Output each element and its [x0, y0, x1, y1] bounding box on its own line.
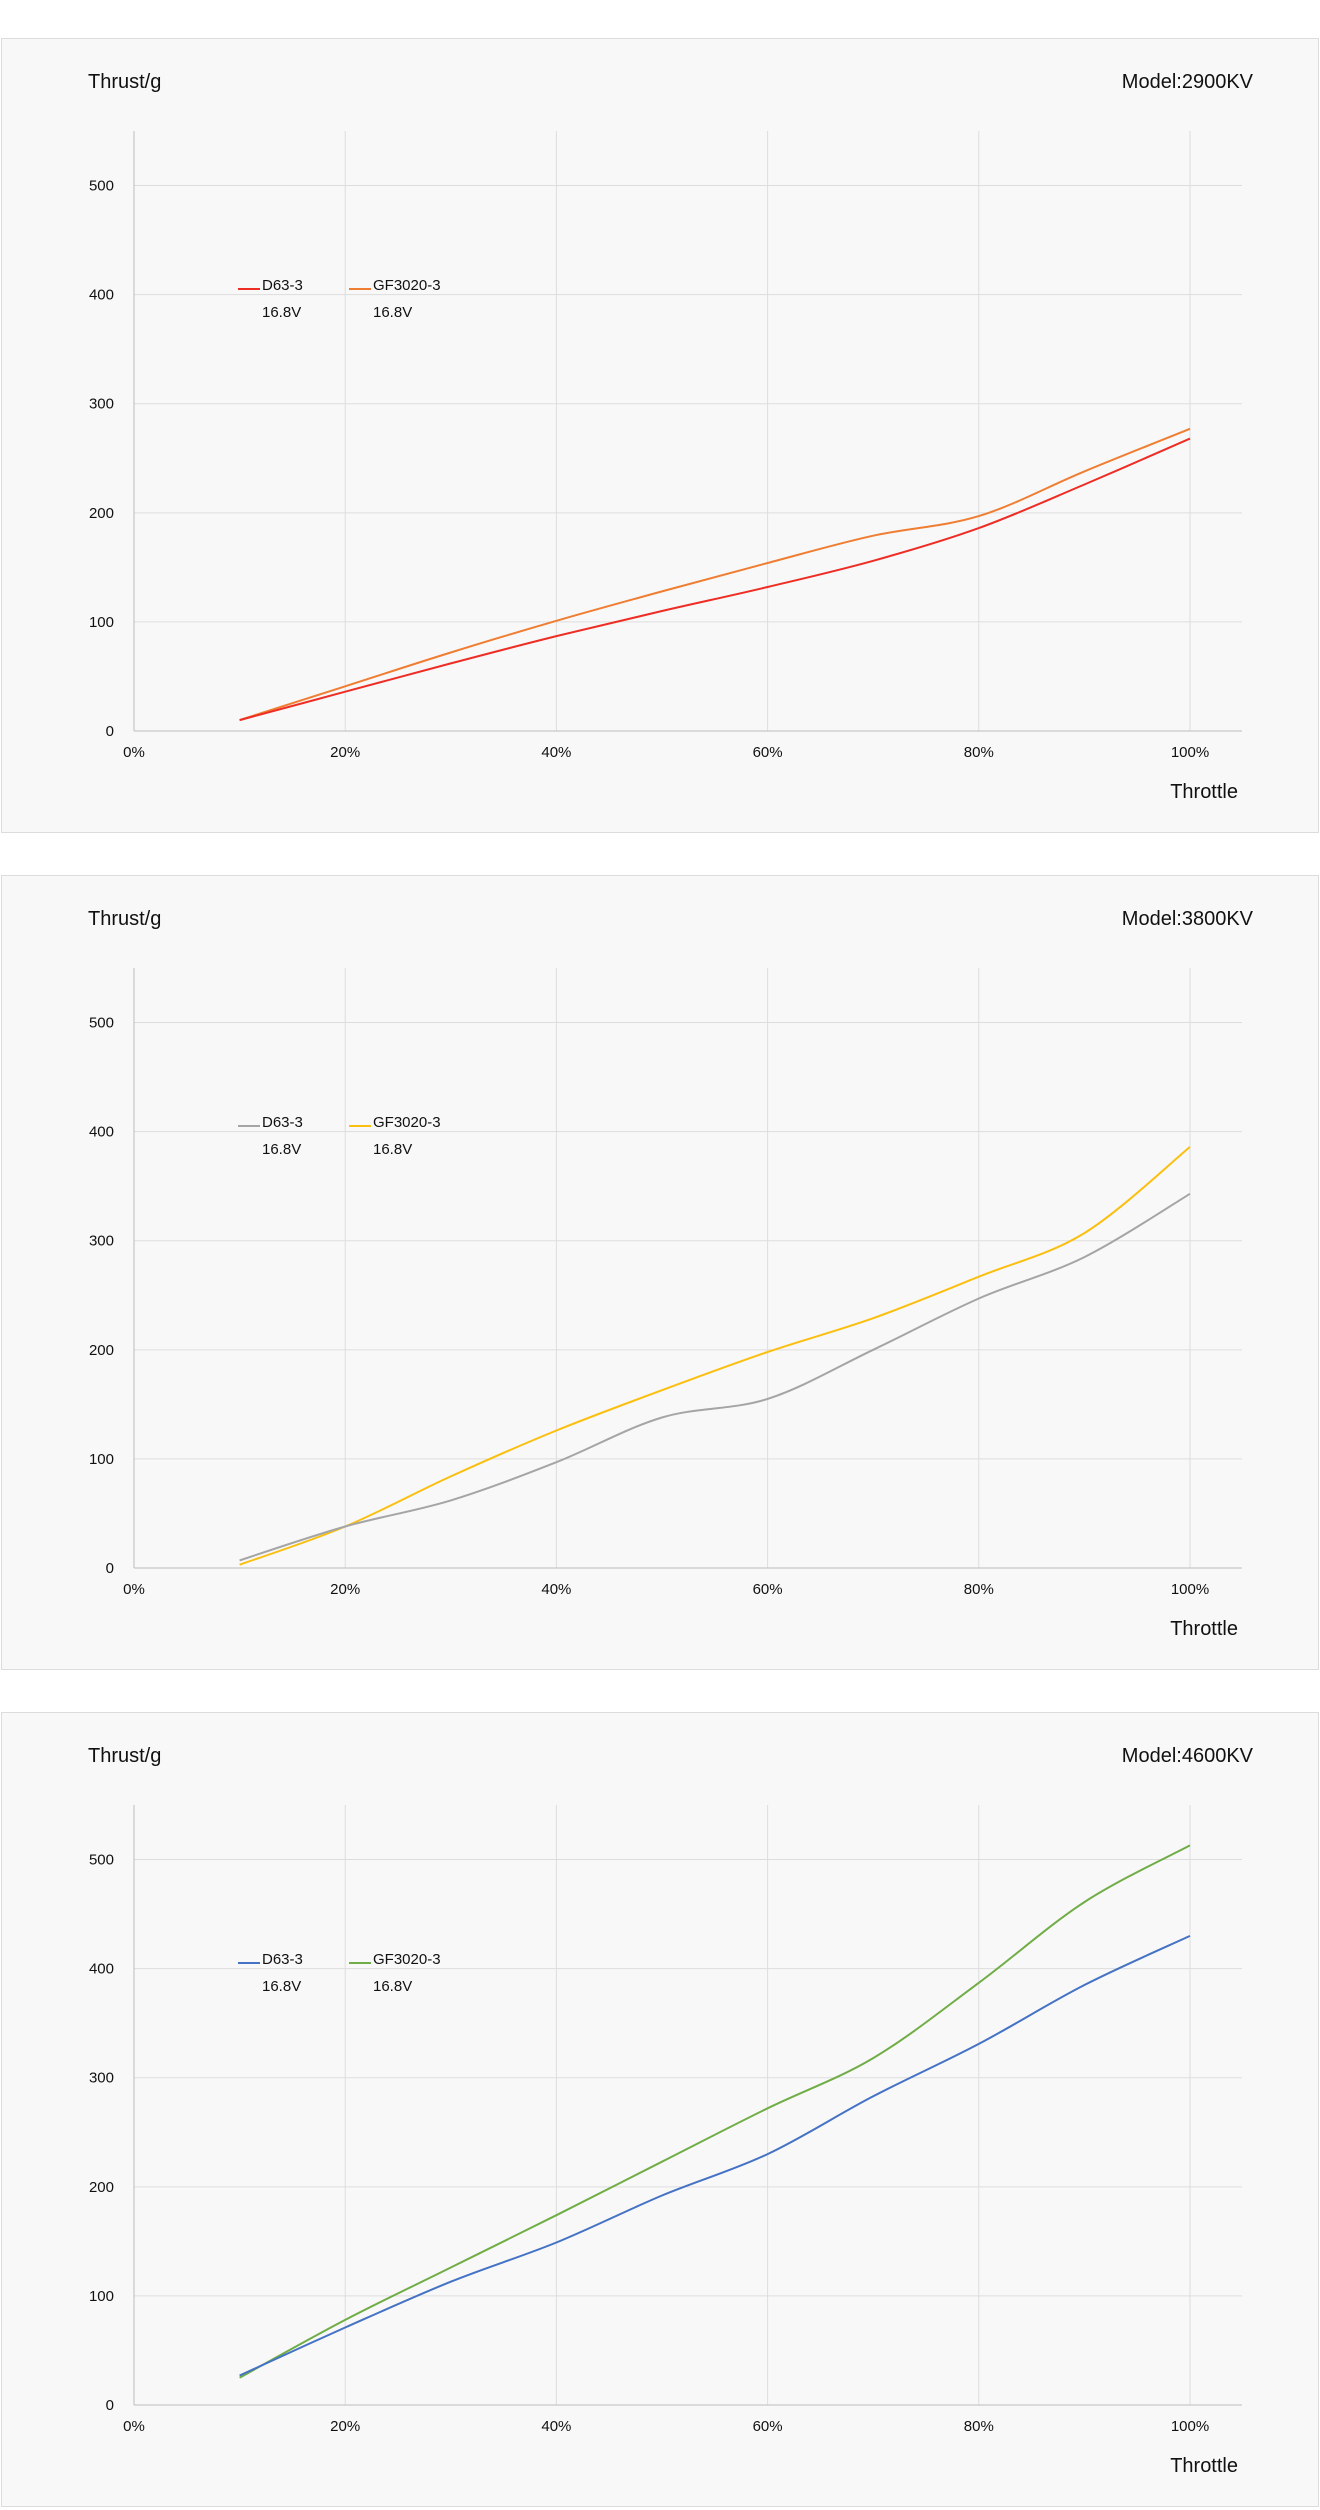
x-tick-label: 60% — [753, 2418, 783, 2435]
series-line-gf3020-3 — [239, 1844, 1191, 2379]
x-axis-label: Throttle — [1170, 2455, 1238, 2477]
chart-title: Model:4600KV — [1121, 1745, 1253, 1767]
chart-svg: 0 100 200 300 400 500 0% 20% 40% 60% 80% 100% — [89, 131, 1242, 761]
chart-panel-4600kv: 0 100 200 300 400 500 0% 20% 40% 60% 80% 100% Thrus… — [1, 1712, 1319, 2507]
y-axis-label: Thrust/g — [88, 908, 162, 930]
legend-swatch — [349, 1125, 371, 1127]
x-tick-label: 20% — [330, 1581, 360, 1598]
y-tick-label: 100 — [89, 614, 114, 631]
x-tick-label: 100% — [1171, 2418, 1209, 2435]
y-tick-label: 0 — [106, 723, 114, 740]
y-tick-label: 0 — [106, 2397, 114, 2414]
legend-item-d63-3: D63-3 16.8V — [238, 1114, 348, 1174]
legend-label: GF3020-3 — [373, 277, 441, 294]
x-tick-label: 100% — [1171, 1581, 1209, 1598]
chart-title: Model:3800KV — [1121, 908, 1253, 930]
y-tick-label: 100 — [89, 2288, 114, 2305]
series-line-gf3020-3 — [239, 1146, 1191, 1566]
legend-voltage: 16.8V — [373, 304, 413, 321]
x-tick-label: 80% — [964, 2418, 994, 2435]
x-tick-label: 60% — [753, 744, 783, 761]
y-axis-label: Thrust/g — [88, 71, 162, 93]
legend-voltage: 16.8V — [373, 1978, 413, 1995]
series-line-d63-3 — [239, 1192, 1191, 1562]
legend-label: GF3020-3 — [373, 1951, 441, 1968]
legend-label: GF3020-3 — [373, 1114, 441, 1131]
x-tick-label: 80% — [964, 1581, 994, 1598]
series-line-d63-3 — [239, 437, 1191, 722]
legend-swatch — [349, 1962, 371, 1964]
legend-label: D63-3 — [262, 277, 303, 294]
chart-panel-2900kv: 0 100 200 300 400 500 0% 20% 40% 60% 80% 100% Thrus… — [1, 38, 1319, 833]
legend: D63-3 16.8V GF3020-3 16.8V — [238, 1951, 538, 2011]
series-line-d63-3 — [239, 1934, 1191, 2377]
legend-voltage: 16.8V — [262, 304, 302, 321]
y-tick-label: 200 — [89, 505, 114, 522]
x-tick-label: 0% — [123, 2418, 145, 2435]
y-tick-label: 500 — [89, 1852, 114, 1869]
y-tick-label: 200 — [89, 1342, 114, 1359]
legend-item-gf3020-3: GF3020-3 16.8V — [349, 277, 459, 337]
x-tick-label: 20% — [330, 2418, 360, 2435]
legend-item-gf3020-3: GF3020-3 16.8V — [349, 1114, 459, 1174]
gridlines — [134, 968, 1242, 1568]
legend-voltage: 16.8V — [373, 1141, 413, 1158]
y-tick-label: 500 — [89, 178, 114, 195]
x-tick-label: 100% — [1171, 744, 1209, 761]
gridlines — [134, 1805, 1242, 2405]
x-tick-label: 60% — [753, 1581, 783, 1598]
y-tick-label: 200 — [89, 2179, 114, 2196]
chart-svg: 0 100 200 300 400 500 0% 20% 40% 60% 80% 100% — [89, 968, 1242, 1598]
y-tick-label: 300 — [89, 1233, 114, 1250]
series-line-gf3020-3 — [239, 427, 1191, 722]
y-tick-label: 400 — [89, 287, 114, 304]
x-axis-label: Throttle — [1170, 1618, 1238, 1640]
chart-svg: 0 100 200 300 400 500 0% 20% 40% 60% 80% 100% — [89, 1805, 1242, 2435]
y-tick-label: 400 — [89, 1961, 114, 1978]
legend: D63-3 16.8V GF3020-3 16.8V — [238, 1114, 538, 1174]
x-tick-label: 80% — [964, 744, 994, 761]
chart-title: Model:2900KV — [1121, 71, 1253, 93]
legend-label: D63-3 — [262, 1951, 303, 1968]
x-tick-label: 40% — [541, 744, 571, 761]
legend-swatch — [238, 1125, 260, 1127]
y-axis-label: Thrust/g — [88, 1745, 162, 1767]
legend: D63-3 16.8V GF3020-3 16.8V — [238, 277, 538, 337]
x-tick-label: 0% — [123, 1581, 145, 1598]
legend-swatch — [349, 288, 371, 290]
legend-voltage: 16.8V — [262, 1978, 302, 1995]
legend-item-gf3020-3: GF3020-3 16.8V — [349, 1951, 459, 2011]
legend-item-d63-3: D63-3 16.8V — [238, 277, 348, 337]
legend-voltage: 16.8V — [262, 1141, 302, 1158]
x-axis-label: Throttle — [1170, 781, 1238, 803]
y-tick-label: 500 — [89, 1015, 114, 1032]
x-tick-label: 0% — [123, 744, 145, 761]
legend-swatch — [238, 288, 260, 290]
y-tick-label: 300 — [89, 396, 114, 413]
y-tick-label: 300 — [89, 2070, 114, 2087]
y-tick-label: 100 — [89, 1451, 114, 1468]
x-tick-label: 40% — [541, 1581, 571, 1598]
x-tick-label: 40% — [541, 2418, 571, 2435]
x-tick-label: 20% — [330, 744, 360, 761]
chart-panel-3800kv: 0 100 200 300 400 500 0% 20% 40% 60% 80% 100% Thrus… — [1, 875, 1319, 1670]
gridlines — [134, 131, 1242, 731]
y-tick-label: 400 — [89, 1124, 114, 1141]
legend-swatch — [238, 1962, 260, 1964]
legend-item-d63-3: D63-3 16.8V — [238, 1951, 348, 2011]
y-tick-label: 0 — [106, 1560, 114, 1577]
legend-label: D63-3 — [262, 1114, 303, 1131]
